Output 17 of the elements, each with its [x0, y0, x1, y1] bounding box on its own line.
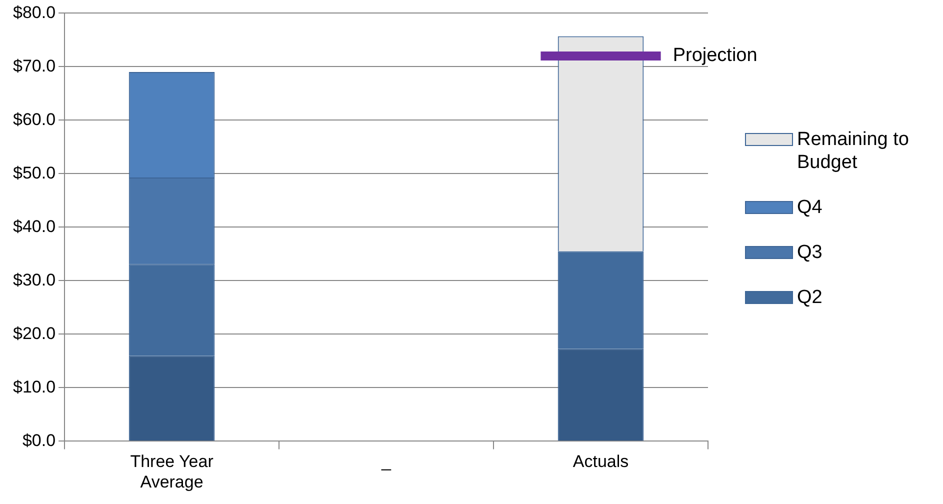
- y-tick-label: $10.0: [12, 377, 56, 396]
- x-tick-label: Three Year Average: [130, 452, 214, 492]
- legend-label: Remaining to Budget: [797, 128, 910, 174]
- y-tick-label: $50.0: [12, 163, 56, 182]
- legend-label: Q3: [797, 241, 822, 264]
- y-tick-label: $20.0: [12, 324, 56, 343]
- y-tick-label: $70.0: [12, 56, 56, 76]
- x-tick-label: _: [380, 452, 392, 472]
- y-tick-label: $30.0: [12, 270, 56, 290]
- y-tick-label: $40.0: [12, 216, 56, 236]
- legend-label: Q2: [797, 286, 822, 309]
- y-tick-label: $80.0: [12, 2, 56, 22]
- legend-label: Q4: [797, 196, 822, 219]
- y-tick-label: $60.0: [12, 110, 56, 129]
- x-tick-label: Actuals: [572, 452, 629, 472]
- y-tick-label: $0.0: [22, 430, 56, 450]
- ref-line-label: Projection: [672, 45, 758, 66]
